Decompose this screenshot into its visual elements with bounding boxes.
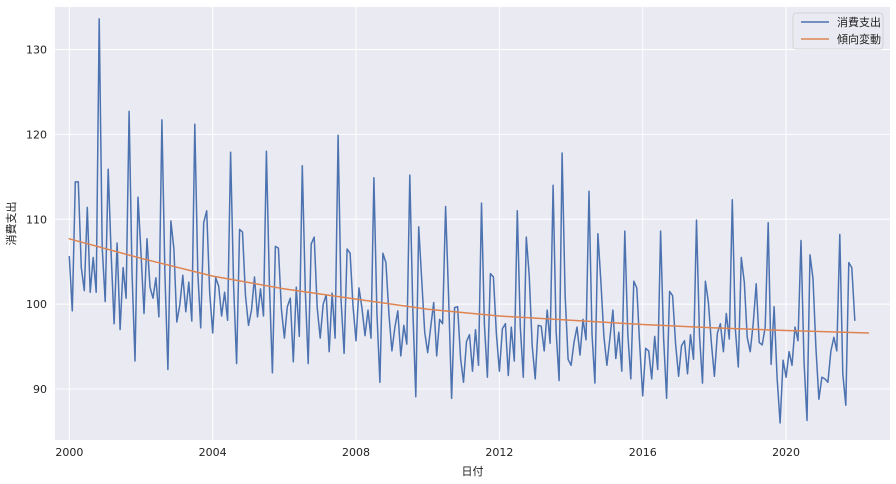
- x-tick-label: 2020: [772, 446, 800, 459]
- legend-label-trend: 傾向変動: [837, 32, 881, 46]
- x-tick-label: 2012: [485, 446, 513, 459]
- x-tick-label: 2008: [342, 446, 370, 459]
- x-tick-label: 2000: [55, 446, 83, 459]
- y-tick-label: 130: [26, 43, 47, 56]
- y-tick-label: 100: [26, 298, 47, 311]
- legend: 消費支出 傾向変動: [792, 12, 884, 50]
- y-tick-label: 110: [26, 213, 47, 226]
- plot-background: [55, 7, 890, 440]
- legend-label-consumption: 消費支出: [837, 15, 881, 29]
- y-tick-label: 120: [26, 128, 47, 141]
- series-line-trend: [68, 238, 870, 334]
- x-tick-label: 2004: [199, 446, 227, 459]
- y-axis-label: 消費支出: [4, 202, 18, 246]
- series-line-consumption: [68, 18, 856, 424]
- x-axis-label: 日付: [462, 465, 484, 478]
- y-axis-ticks: 90 100 110 120 130: [26, 43, 47, 396]
- series-layer: [68, 18, 870, 424]
- x-tick-label: 2016: [629, 446, 657, 459]
- x-axis-ticks: 2000 2004 2008 2012 2016 2020: [55, 446, 800, 459]
- grid: [55, 7, 890, 440]
- y-tick-label: 90: [33, 383, 47, 396]
